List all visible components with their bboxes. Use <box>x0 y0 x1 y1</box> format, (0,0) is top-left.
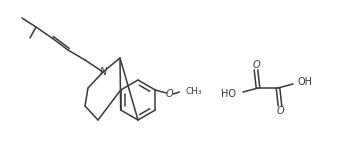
Text: O: O <box>276 106 284 116</box>
Text: OH: OH <box>298 77 313 87</box>
Text: N: N <box>99 67 107 77</box>
Text: CH₃: CH₃ <box>185 87 202 97</box>
Text: HO: HO <box>221 89 236 99</box>
Text: O: O <box>252 60 260 70</box>
Text: O: O <box>166 89 173 99</box>
